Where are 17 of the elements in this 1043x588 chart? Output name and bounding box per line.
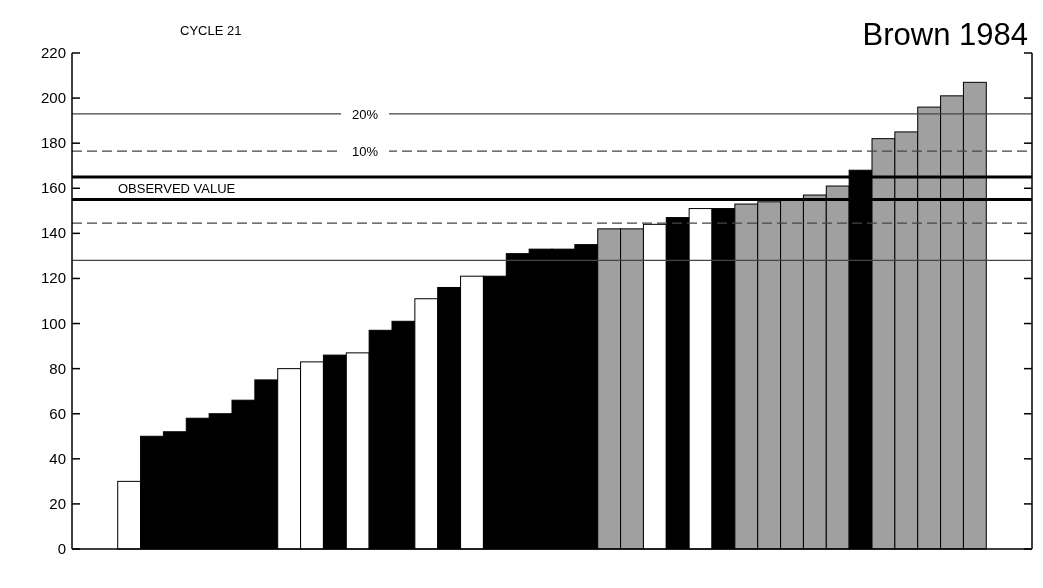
y-tick-label: 100: [40, 314, 66, 332]
y-tick-label: 80: [49, 359, 66, 377]
y-tick-label: 140: [40, 224, 66, 242]
y-tick-label: 180: [40, 134, 66, 152]
y-tick-label: 0: [57, 540, 66, 557]
annotation: OBSERVED VALUE: [118, 181, 236, 197]
y-tick-label: 160: [40, 179, 66, 197]
y-tick-label: 120: [40, 269, 66, 287]
annotation: 20%: [351, 106, 379, 122]
y-tick-label: 220: [40, 44, 66, 61]
text: Brown 1984: [862, 17, 1028, 52]
y-tick-label: 40: [49, 449, 66, 467]
annotation: 10%: [351, 144, 379, 160]
y-tick-label: 20: [49, 494, 66, 512]
chart-title: CYCLE 21: [180, 23, 242, 38]
y-tick-label: 60: [49, 404, 66, 422]
y-tick-label: 200: [40, 89, 66, 107]
